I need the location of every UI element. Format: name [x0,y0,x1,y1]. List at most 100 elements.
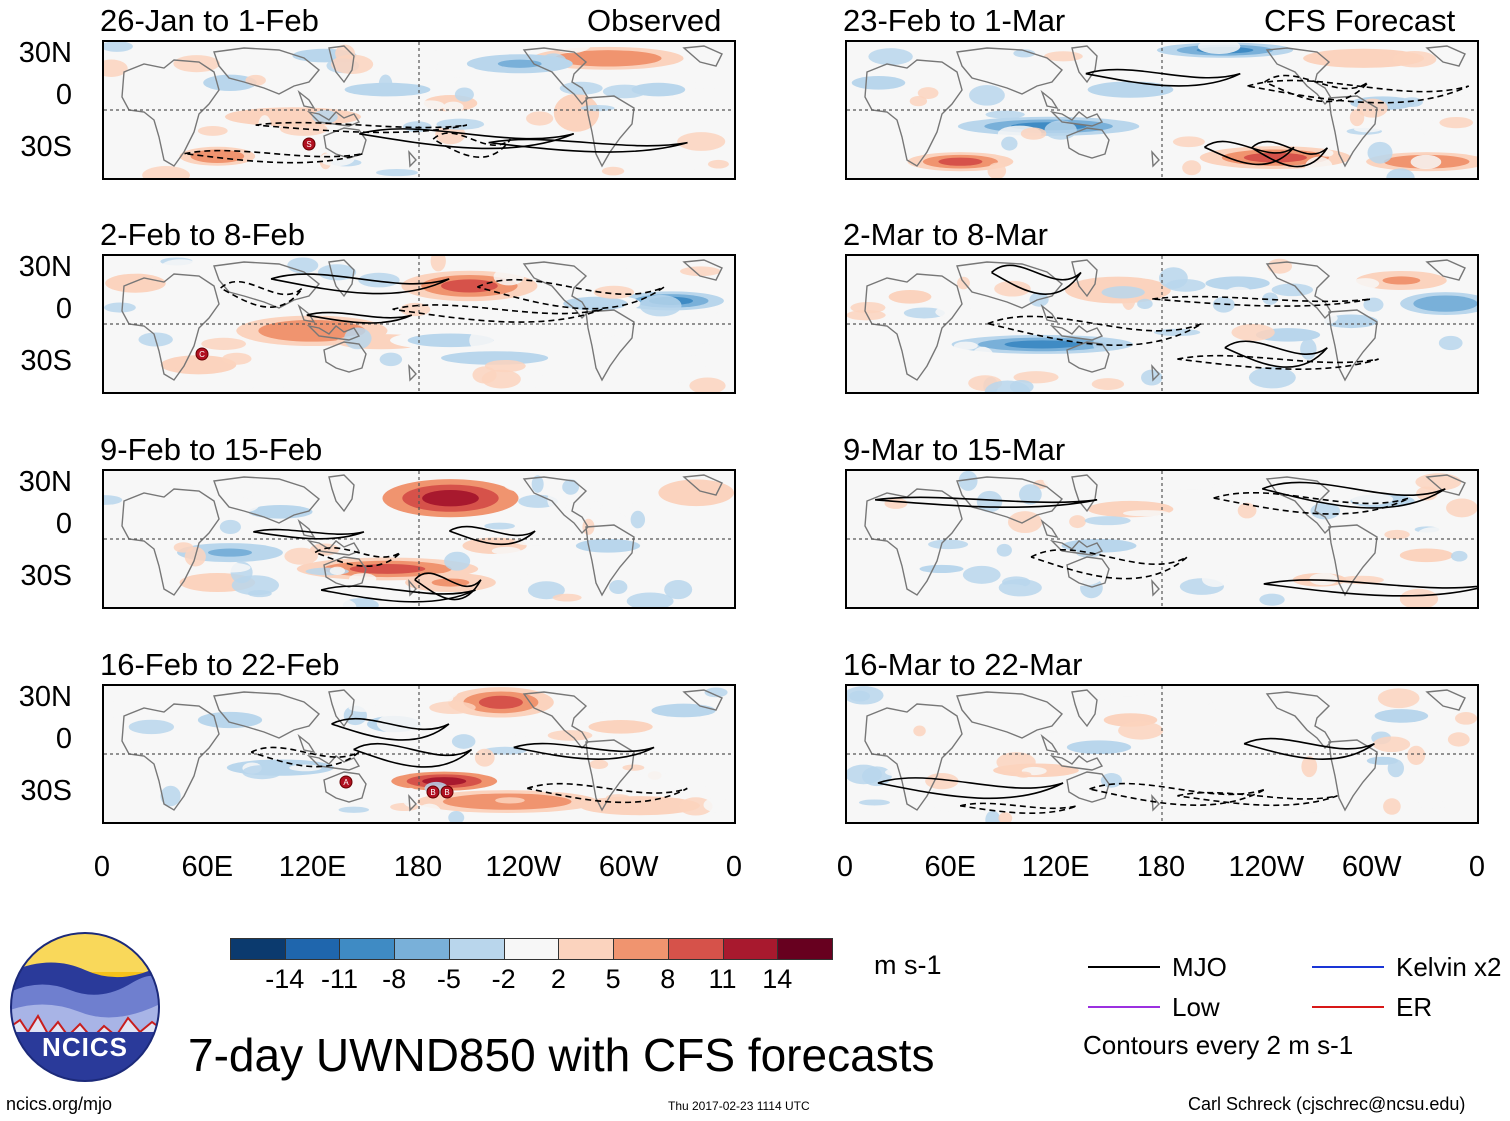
storm-marker: A [339,775,353,789]
wind-anomaly-speckle [639,294,682,317]
colorbar [230,938,833,962]
wind-anomaly-speckle [1310,502,1341,520]
wind-anomaly-speckle [1454,712,1477,725]
wind-anomaly-speckle [309,597,357,607]
contour-note: Contours every 2 m s-1 [1083,1030,1354,1060]
panel-map-obs4: A B B [104,686,734,822]
wind-anomaly-speckle [602,84,647,99]
colorbar-label: -8 [382,964,407,994]
mjo-contour [306,311,413,324]
coastline [297,303,316,324]
wind-anomaly-speckle [601,166,625,176]
storm-marker: S [302,137,316,151]
wind-anomaly-speckle [491,546,521,555]
wind-anomaly-speckle [344,486,371,509]
coastline [323,341,367,373]
wind-anomaly-speckle [436,118,485,130]
wind-anomaly-patch [879,287,941,307]
wind-anomaly-speckle [1210,724,1239,734]
forecast-label: CFS Forecast [1264,3,1456,38]
wind-anomaly-speckle [552,593,582,602]
wind-anomaly-speckle [338,806,370,813]
wind-anomaly-speckle [1197,42,1241,54]
coastline [956,261,1063,309]
wind-anomaly-patch [1070,78,1191,102]
coastline [121,488,220,596]
wind-anomaly-speckle [626,592,674,607]
coastline [121,273,220,381]
mjo-contour [314,547,402,567]
coastline [1066,341,1110,373]
mjo-contour [184,149,364,164]
coastline [1049,754,1104,771]
coastline [1071,474,1098,513]
wind-anomaly-speckle [1164,90,1197,110]
coastline [1066,127,1110,159]
colorbar-swatch [558,938,615,960]
wind-anomaly-speckle [985,810,1001,822]
mjo-contour [513,742,655,760]
legend-label: Kelvin x2 [1396,952,1502,982]
wind-anomaly-speckle [1091,378,1125,391]
wind-anomaly-speckle [1438,335,1463,351]
wind-anomaly-speckle [112,258,154,274]
wind-anomaly-speckle [358,272,400,288]
wind-anomaly-speckle [677,132,726,151]
coastline [1328,524,1378,597]
storm-marker: B [426,785,440,799]
lat-tick-label: 30N [18,681,72,713]
coastline [1151,363,1160,382]
wind-anomaly-speckle [483,746,527,755]
wind-anomaly-speckle [703,797,730,813]
coastline [328,45,355,84]
wind-anomaly-speckle [1354,126,1382,133]
coastline [213,691,320,739]
wind-anomaly-speckle [593,285,635,299]
coastline [408,793,417,812]
colorbar-swatch [503,938,560,960]
coastline [408,149,417,168]
wind-anomaly-speckle [1466,71,1477,78]
panel-title-fc2: 2-Mar to 8-Mar [843,217,1048,252]
colorbar-swatch [284,938,341,960]
footer-url[interactable]: ncics.org/mjo [6,1094,113,1114]
lon-tick-label: 60E [924,851,977,883]
coastline [682,689,723,711]
lon-tick-label: 120E [1021,851,1090,883]
mjo-contour [1264,74,1369,103]
wind-anomaly-speckle [1043,471,1080,490]
coastline [864,488,963,596]
wind-anomaly-speckle [1400,97,1423,108]
wind-anomaly-speckle [1122,510,1170,517]
coastline [306,324,361,341]
wind-anomaly-speckle [393,528,433,539]
wind-anomaly-speckle [903,307,945,319]
wind-anomaly-speckle [969,85,1005,106]
wind-anomaly-speckle [668,382,692,392]
panel-map-obs2: C [104,256,734,392]
wind-anomaly-speckle [160,259,201,277]
wind-anomaly-speckle [680,266,721,277]
wind-anomaly-speckle [651,320,668,342]
coastline [297,733,316,754]
wind-anomaly-speckle [847,686,884,705]
mjo-contour [414,572,482,601]
wind-anomaly-speckle [513,537,560,546]
wind-anomaly-speckle [430,256,446,272]
panel-map-obs1: S [104,42,734,178]
colorbar-label: 8 [660,964,676,994]
coastline [1040,733,1059,754]
mjo-contour [526,782,688,804]
coastline [1425,259,1466,281]
wind-anomaly-speckle [104,701,127,718]
wind-anomaly-speckle [1212,296,1235,313]
wind-anomaly-patch [105,273,166,293]
wind-anomaly-speckle [1451,550,1468,562]
mjo-contour [488,138,688,153]
wind-anomaly-speckle [197,125,228,136]
coastline [864,59,963,167]
mjo-contour [1177,791,1338,807]
colorbar-swatch [339,938,396,960]
mjo-contour [359,128,575,150]
colorbar-swatch [777,938,833,960]
